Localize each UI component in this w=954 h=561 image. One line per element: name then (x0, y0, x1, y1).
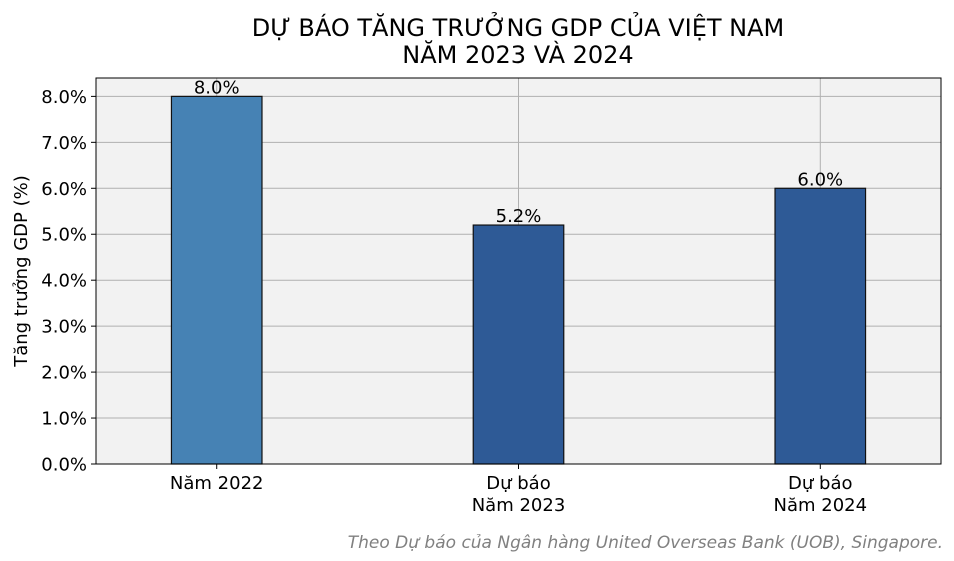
y-tick-label: 0.0% (41, 455, 87, 476)
bar (472, 224, 565, 465)
y-tick-label: 6.0% (41, 179, 87, 200)
bar (170, 95, 263, 465)
y-tick-label: 2.0% (41, 363, 87, 384)
x-tick-label: Năm 2024 (774, 495, 868, 516)
bars (170, 95, 867, 465)
x-tick-label: Dự báo (486, 473, 550, 494)
y-axis-label: Tăng trưởng GDP (%) (11, 175, 32, 368)
y-tick-label: 5.0% (41, 225, 87, 246)
x-tick-label: Năm 2022 (170, 473, 264, 494)
source-note: Theo Dự báo của Ngân hàng United Oversea… (348, 533, 943, 553)
data-label: 5.2% (496, 206, 542, 227)
data-label: 8.0% (194, 77, 240, 98)
chart-title-line-2: NĂM 2023 VÀ 2024 (402, 39, 633, 69)
data-labels: 8.0% 5.2% 6.0% (194, 77, 843, 227)
y-tick-label: 3.0% (41, 317, 87, 338)
y-axis-ticks: 0.0% 1.0% 2.0% 3.0% 4.0% 5.0% 6.0% 7.0% 8.0% (41, 87, 96, 476)
y-tick-label: 1.0% (41, 409, 87, 430)
x-tick-label: Năm 2023 (472, 495, 566, 516)
chart-title-line-1: DỰ BÁO TĂNG TRƯỞNG GDP CỦA VIỆT NAM (252, 11, 785, 42)
y-tick-label: 8.0% (41, 87, 87, 108)
x-tick-label: Dự báo (788, 473, 852, 494)
data-label: 6.0% (797, 169, 843, 190)
y-tick-label: 7.0% (41, 133, 87, 154)
bar (774, 187, 867, 465)
y-tick-label: 4.0% (41, 271, 87, 292)
